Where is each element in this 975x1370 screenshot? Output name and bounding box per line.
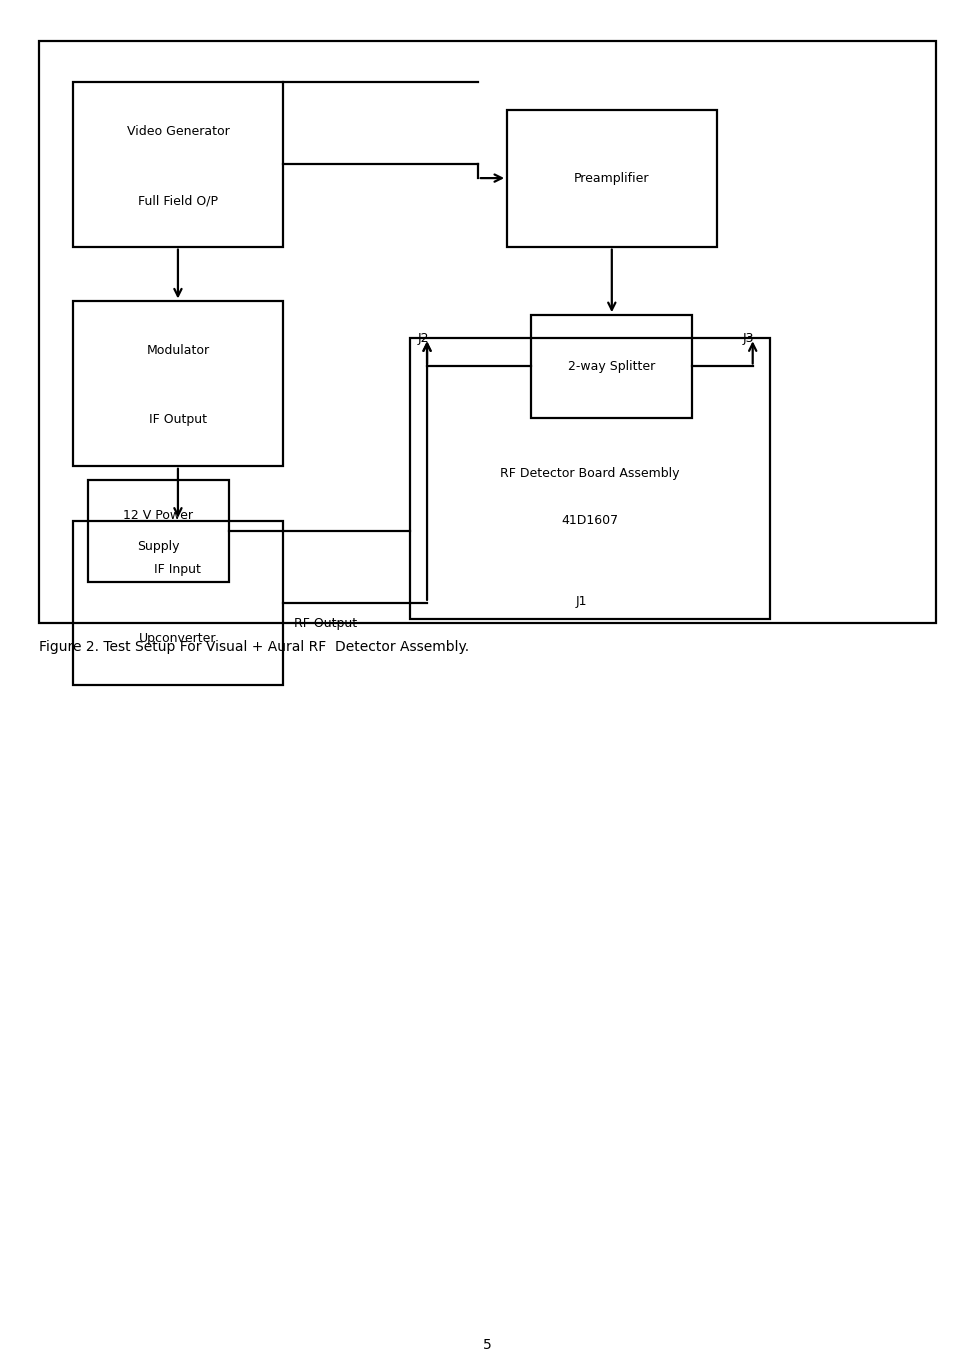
- Bar: [73, 82, 283, 247]
- Text: 41D1607: 41D1607: [562, 515, 618, 527]
- Bar: [531, 315, 692, 418]
- Text: J1: J1: [575, 596, 587, 608]
- Text: J2: J2: [417, 333, 429, 345]
- Text: RF Detector Board Assembly: RF Detector Board Assembly: [500, 467, 680, 479]
- Text: IF Output: IF Output: [149, 414, 207, 426]
- Text: 5: 5: [484, 1338, 491, 1352]
- Text: Upconverter: Upconverter: [139, 633, 216, 645]
- Text: IF Input: IF Input: [154, 563, 202, 577]
- Bar: [507, 110, 717, 247]
- Bar: [410, 338, 770, 619]
- Bar: [39, 41, 936, 623]
- Text: 12 V Power: 12 V Power: [124, 510, 193, 522]
- Bar: [88, 479, 229, 582]
- Text: Video Generator: Video Generator: [127, 125, 229, 138]
- Text: Preamplifier: Preamplifier: [574, 171, 649, 185]
- Text: Supply: Supply: [137, 540, 179, 552]
- Text: RF Output: RF Output: [294, 618, 358, 630]
- Text: Modulator: Modulator: [146, 344, 210, 358]
- Text: J3: J3: [743, 333, 755, 345]
- Text: Full Field O/P: Full Field O/P: [137, 195, 218, 207]
- Text: 2-way Splitter: 2-way Splitter: [568, 360, 655, 373]
- Text: Figure 2. Test Setup For Visual + Aural RF  Detector Assembly.: Figure 2. Test Setup For Visual + Aural …: [39, 640, 469, 653]
- Bar: [73, 521, 283, 685]
- Bar: [73, 301, 283, 466]
